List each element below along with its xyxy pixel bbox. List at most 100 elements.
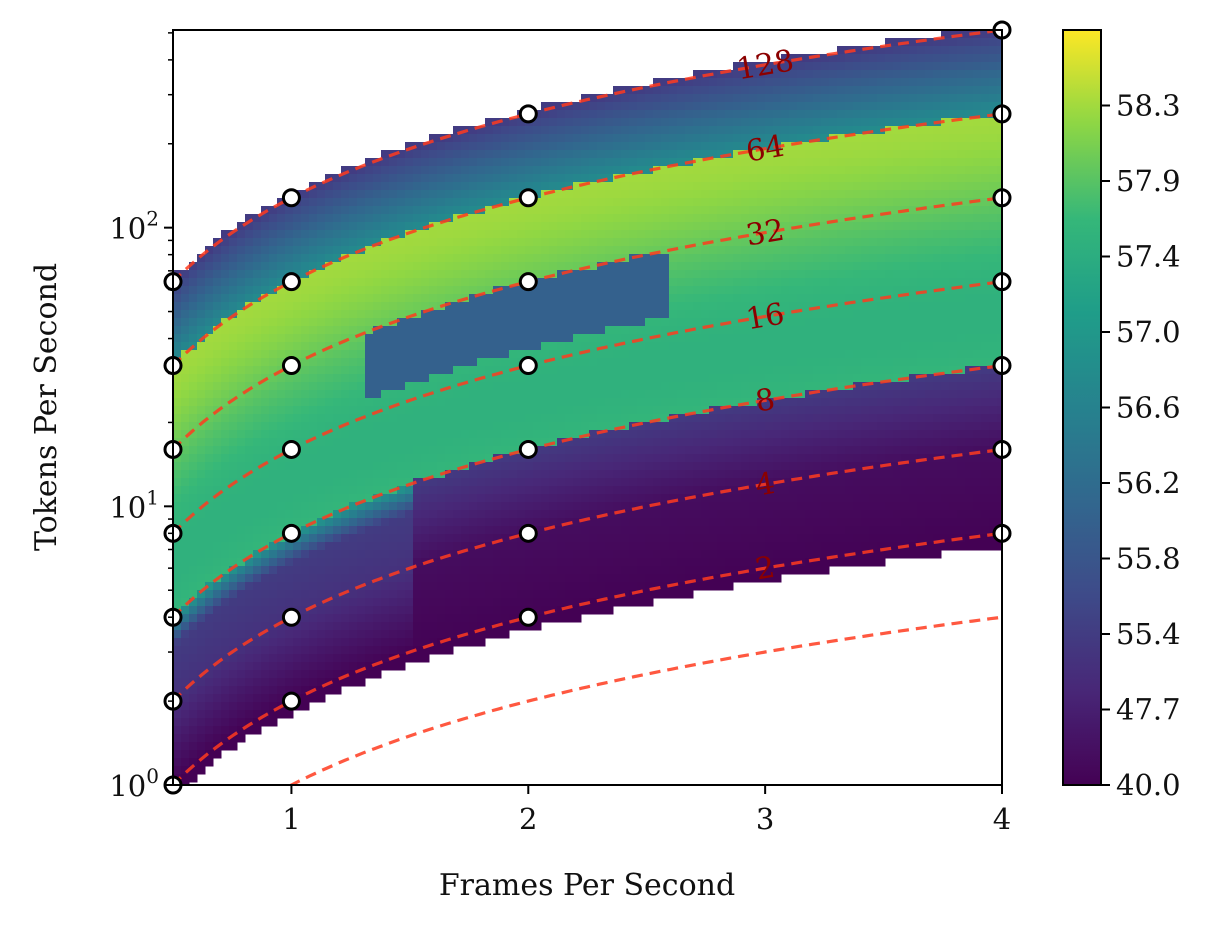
heatmap-cell xyxy=(237,710,246,719)
heatmap-cell xyxy=(205,302,214,311)
heatmap-cell xyxy=(453,382,462,391)
heatmap-cell xyxy=(389,638,398,647)
heatmap-cell xyxy=(469,534,478,543)
heatmap-cell xyxy=(637,166,646,175)
heatmap-cell xyxy=(701,294,710,303)
heatmap-cell xyxy=(557,414,566,423)
heatmap-cell xyxy=(765,206,774,215)
heatmap-cell xyxy=(717,526,726,535)
heatmap-cell xyxy=(597,518,606,527)
heatmap-cell xyxy=(773,494,782,503)
heatmap-cell xyxy=(677,350,686,359)
heatmap-cell xyxy=(461,238,470,247)
heatmap-cell xyxy=(365,518,374,527)
heatmap-cell xyxy=(589,382,598,391)
heatmap-cell xyxy=(629,390,638,399)
heatmap-cell xyxy=(653,86,662,95)
heatmap-cell xyxy=(781,214,790,223)
heatmap-cell xyxy=(253,398,262,407)
heatmap-cell xyxy=(637,382,646,391)
heatmap-cell xyxy=(653,574,662,583)
heatmap-cell xyxy=(749,94,758,103)
heatmap-cell xyxy=(613,534,622,543)
heatmap-cell xyxy=(621,486,630,495)
heatmap-cell xyxy=(229,334,238,343)
heatmap-cell xyxy=(637,414,646,423)
heatmap-cell xyxy=(325,206,334,215)
heatmap-cell xyxy=(205,606,214,615)
heatmap-cell xyxy=(541,270,550,279)
heatmap-cell xyxy=(565,374,574,383)
heatmap-cell xyxy=(501,414,510,423)
heatmap-cell xyxy=(365,590,374,599)
heatmap-cell xyxy=(589,222,598,231)
heatmap-cell xyxy=(709,342,718,351)
heatmap-cell xyxy=(653,206,662,215)
heatmap-cell xyxy=(733,230,742,239)
heatmap-cell xyxy=(645,230,654,239)
heatmap-cell xyxy=(533,358,542,367)
heatmap-cell xyxy=(485,454,494,463)
heatmap-cell xyxy=(469,470,478,479)
heatmap-cell xyxy=(693,350,702,359)
heatmap-cell xyxy=(621,190,630,199)
heatmap-cell xyxy=(341,198,350,207)
heatmap-cell xyxy=(733,342,742,351)
heatmap-cell xyxy=(485,318,494,327)
heatmap-cell xyxy=(485,358,494,367)
heatmap-cell xyxy=(397,326,406,335)
heatmap-cell xyxy=(653,398,662,407)
heatmap-cell xyxy=(541,550,550,559)
heatmap-cell xyxy=(421,374,430,383)
heatmap-cell xyxy=(621,262,630,271)
heatmap-cell xyxy=(373,582,382,591)
heatmap-cell xyxy=(709,446,718,455)
heatmap-cell xyxy=(485,430,494,439)
heatmap-cell xyxy=(629,318,638,327)
heatmap-cell xyxy=(661,494,670,503)
heatmap-cell xyxy=(477,198,486,207)
heatmap-cell xyxy=(469,382,478,391)
heatmap-cell xyxy=(189,718,198,727)
heatmap-cell xyxy=(285,654,294,663)
heatmap-cell xyxy=(677,214,686,223)
heatmap-cell xyxy=(757,142,766,151)
heatmap-cell xyxy=(373,286,382,295)
heatmap-cell xyxy=(541,582,550,591)
heatmap-cell xyxy=(173,598,182,607)
heatmap-cell xyxy=(389,262,398,271)
heatmap-cell xyxy=(213,718,222,727)
heatmap-cell xyxy=(597,574,606,583)
heatmap-cell xyxy=(229,590,238,599)
heatmap-cell xyxy=(525,134,534,143)
heatmap-cell xyxy=(685,294,694,303)
heatmap-cell xyxy=(757,278,766,287)
heatmap-cell xyxy=(765,534,774,543)
heatmap-cell xyxy=(589,110,598,119)
heatmap-cell xyxy=(477,622,486,631)
heatmap-cell xyxy=(189,494,198,503)
heatmap-cell xyxy=(397,502,406,511)
heatmap-cell xyxy=(661,438,670,447)
heatmap-cell xyxy=(245,270,254,279)
heatmap-cell xyxy=(373,510,382,519)
heatmap-cell xyxy=(285,518,294,527)
heatmap-cell xyxy=(685,486,694,495)
heatmap-cell xyxy=(693,550,702,559)
heatmap-cell xyxy=(453,486,462,495)
heatmap-cell xyxy=(421,334,430,343)
heatmap-cell xyxy=(669,174,678,183)
heatmap-cell xyxy=(733,430,742,439)
heatmap-cell xyxy=(661,198,670,207)
heatmap-cell xyxy=(181,438,190,447)
heatmap-cell xyxy=(181,558,190,567)
heatmap-cell xyxy=(685,518,694,527)
heatmap-cell xyxy=(221,742,230,751)
heatmap-cell xyxy=(661,142,670,151)
heatmap-cell xyxy=(269,542,278,551)
heatmap-cell xyxy=(565,470,574,479)
heatmap-cell xyxy=(525,374,534,383)
heatmap-cell xyxy=(581,302,590,311)
heatmap-cell xyxy=(605,118,614,127)
heatmap-cell xyxy=(253,622,262,631)
